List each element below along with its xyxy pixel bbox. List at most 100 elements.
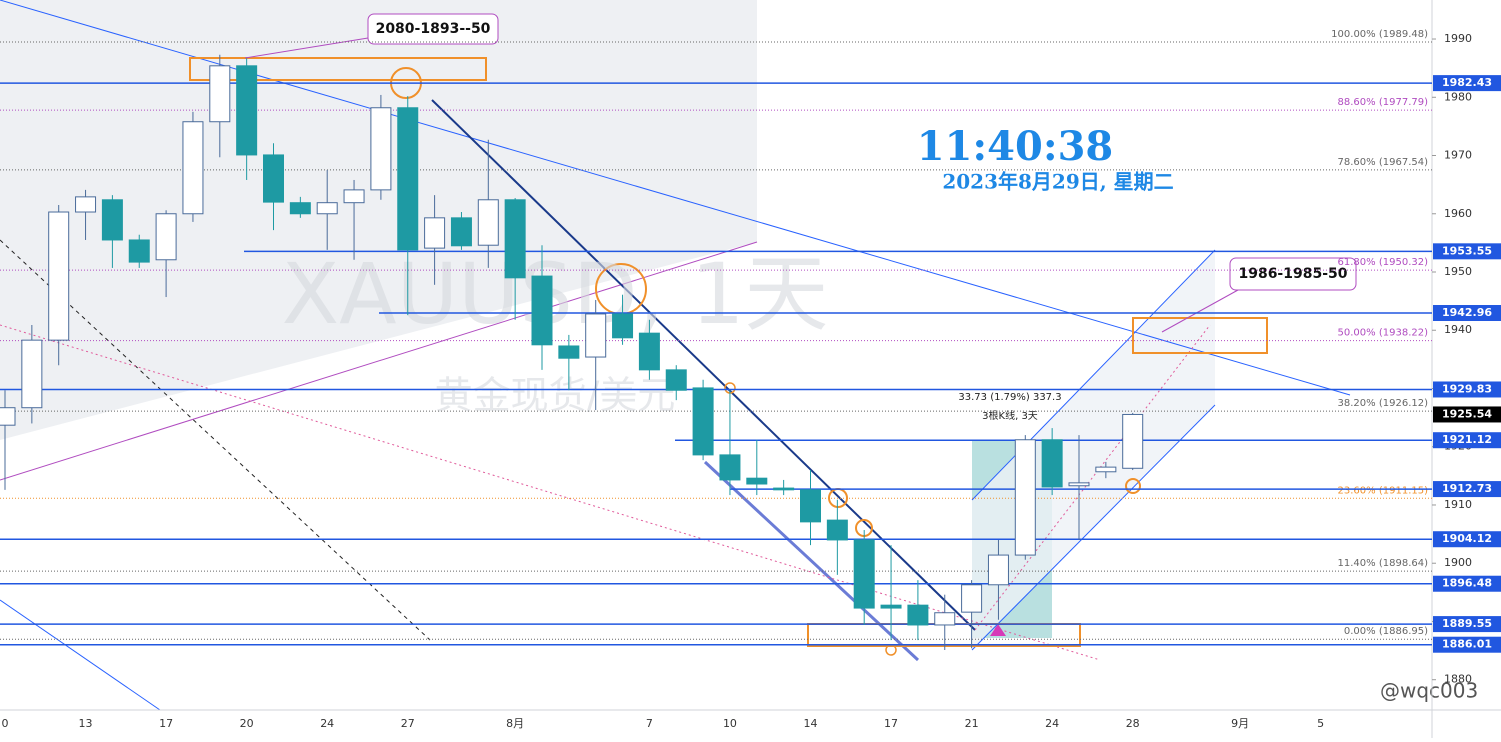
trend-line [0, 239, 431, 641]
level-box [1433, 381, 1501, 398]
callout-box [1229, 257, 1357, 291]
candle-body [450, 217, 472, 247]
candle-body [397, 107, 419, 251]
trend-line [0, 599, 161, 711]
candle-body [343, 189, 365, 204]
candle-body [263, 154, 284, 203]
x-tick-label: 21 [965, 717, 979, 730]
candle-body [21, 339, 43, 409]
fib-label: 11.40% (1898.64) [1338, 558, 1429, 569]
candle-body [853, 539, 875, 609]
candle-body [880, 604, 902, 609]
candle-body [558, 345, 580, 359]
candle-body [1014, 439, 1036, 556]
arrow-marker [990, 624, 1006, 636]
candle-body [961, 584, 983, 613]
fib-label: 100.00% (1989.48) [1331, 29, 1428, 40]
callout-line [1161, 289, 1239, 333]
level-box [1433, 243, 1501, 260]
plot: 100.00% (1989.48) 88.60% (1977.79) 78.60% … [0, 29, 1432, 651]
level-label: 1886.01 [1442, 638, 1492, 651]
zone-box [1132, 317, 1268, 354]
measure-text: 3根K线, 3天 [982, 409, 1038, 422]
fib-label: 88.60% (1977.79) [1338, 97, 1429, 108]
fib-label: 50.00% (1938.22) [1338, 328, 1429, 339]
y-tick-label: 1880 [1444, 673, 1472, 686]
x-tick-label: 10 [723, 717, 737, 730]
candle-body [987, 554, 1009, 586]
candle-body [773, 487, 795, 491]
candle-body [746, 477, 768, 485]
x-tick-label: 0 [2, 717, 9, 730]
trend-line [431, 99, 976, 631]
callout-box [367, 13, 499, 45]
x-tick-label: 13 [79, 717, 93, 730]
watermark-subtitle: 黄金现货/美元 [435, 374, 676, 418]
level-label: 1921.12 [1442, 433, 1492, 446]
candle-body [907, 604, 929, 626]
callout-text: 2080-1893--50 [376, 21, 491, 37]
y-tick-label: 1980 [1444, 90, 1472, 103]
candle-body [477, 199, 499, 246]
candle-body [289, 202, 311, 215]
candle-body [719, 454, 741, 481]
level-label: 1982.43 [1442, 76, 1492, 89]
candle-body [101, 199, 123, 241]
level-box [1433, 575, 1501, 592]
candle-body [585, 313, 607, 358]
x-tick-label: 24 [320, 717, 334, 730]
callout-text: 1986-1985-50 [1238, 266, 1347, 282]
x-tick-label: 7 [646, 717, 653, 730]
measure-text: 33.73 (1.79%) 337.3 [958, 392, 1061, 403]
fib-label: 61.80% (1950.32) [1338, 257, 1429, 268]
level-label: 1929.83 [1442, 382, 1492, 395]
candle-body [182, 121, 204, 215]
candle-body [236, 65, 258, 156]
level-box [1433, 531, 1501, 548]
level-label: 1904.12 [1442, 532, 1492, 545]
trend-line [703, 460, 920, 662]
candle-body [424, 217, 446, 249]
fib-label: 78.60% (1967.54) [1338, 157, 1429, 168]
trend-line [0, 241, 758, 481]
zone-box [189, 57, 487, 81]
y-tick-label: 1900 [1444, 556, 1472, 569]
level-box [1433, 305, 1501, 322]
x-tick-label: 28 [1126, 717, 1140, 730]
level-label: 1889.55 [1442, 617, 1492, 630]
x-tick-label: 27 [401, 717, 415, 730]
y-tick-label: 1940 [1444, 323, 1472, 336]
x-tick-label: 9月 [1231, 717, 1249, 730]
level-box [1433, 616, 1501, 633]
candle-body [692, 387, 714, 456]
level-label: 1942.96 [1442, 306, 1492, 319]
current-price-box [1433, 406, 1501, 423]
y-tick-label: 1990 [1444, 32, 1472, 45]
candle-body [638, 332, 660, 371]
channel-line [971, 404, 1216, 651]
marker-circle [1125, 478, 1141, 494]
level-box [1433, 75, 1501, 92]
fib-label: 0.00% (1886.95) [1344, 626, 1428, 637]
x-tick-label: 17 [884, 717, 898, 730]
x-tick-label: 24 [1045, 717, 1059, 730]
candle-body [1095, 466, 1117, 473]
level-label: 1896.48 [1442, 577, 1492, 590]
candle-body [531, 275, 553, 346]
candle-body [800, 489, 821, 523]
callout-line [244, 37, 369, 59]
candle-body [75, 196, 97, 213]
x-tick-label: 14 [804, 717, 818, 730]
watermark-title: XAUUSD, 1天 [282, 245, 829, 343]
level-box [1433, 636, 1501, 653]
candle-body [316, 202, 338, 215]
trend-line [0, 324, 1101, 661]
date: 2023年8月29日, 星期二 [942, 170, 1173, 194]
candle-body [1122, 413, 1144, 469]
x-tick-label: 17 [159, 717, 173, 730]
y-tick-label: 1910 [1444, 498, 1472, 511]
candle-body [1041, 439, 1063, 488]
fib-label: 38.20% (1926.12) [1338, 398, 1429, 409]
watermark-user: @wqc003 [1380, 679, 1478, 703]
candle-body [612, 313, 634, 339]
